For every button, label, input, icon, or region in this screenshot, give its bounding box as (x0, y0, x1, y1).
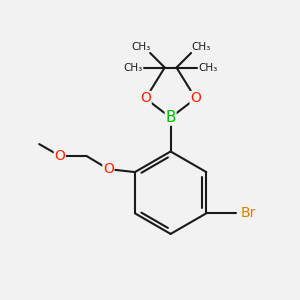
Text: O: O (103, 162, 114, 176)
Text: CH₃: CH₃ (199, 63, 218, 73)
Text: B: B (165, 110, 176, 125)
Text: CH₃: CH₃ (131, 41, 150, 52)
Text: O: O (190, 92, 201, 106)
Text: CH₃: CH₃ (191, 41, 210, 52)
Text: O: O (54, 149, 65, 163)
Text: O: O (140, 92, 151, 106)
Text: CH₃: CH₃ (123, 63, 142, 73)
Text: Br: Br (240, 206, 256, 220)
